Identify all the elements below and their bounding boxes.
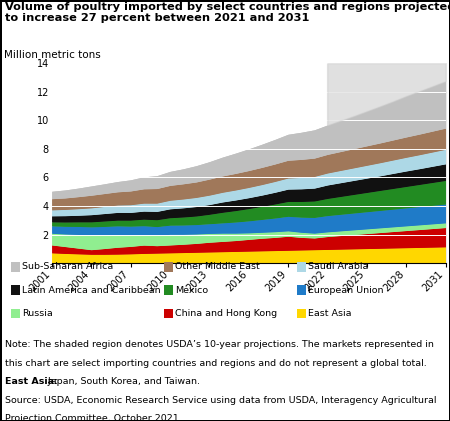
Text: East Asia:: East Asia: (5, 377, 58, 386)
Text: East Asia: East Asia (308, 309, 351, 318)
Text: Sub-Saharan Africa: Sub-Saharan Africa (22, 262, 113, 272)
Text: European Union: European Union (308, 285, 383, 295)
Text: Japan, South Korea, and Taiwan.: Japan, South Korea, and Taiwan. (45, 377, 200, 386)
Text: Volume of poultry imported by select countries and regions projected: Volume of poultry imported by select cou… (5, 2, 450, 12)
Text: Million metric tons: Million metric tons (4, 50, 101, 60)
Text: Russia: Russia (22, 309, 53, 318)
Text: this chart are select importing countries and regions and do not represent a glo: this chart are select importing countrie… (5, 359, 427, 368)
Text: China and Hong Kong: China and Hong Kong (175, 309, 277, 318)
Text: Projection Committee, October 2021.: Projection Committee, October 2021. (5, 414, 182, 421)
Text: Latin America and Caribbean: Latin America and Caribbean (22, 285, 161, 295)
Text: Note: The shaded region denotes USDA’s 10-year projections. The markets represen: Note: The shaded region denotes USDA’s 1… (5, 340, 434, 349)
Text: Source: USDA, Economic Research Service using data from USDA, Interagency Agricu: Source: USDA, Economic Research Service … (5, 396, 437, 405)
Text: to increase 27 percent between 2021 and 2031: to increase 27 percent between 2021 and … (5, 13, 310, 24)
Text: Other Middle East: Other Middle East (175, 262, 260, 272)
Text: Mexico: Mexico (175, 285, 208, 295)
Text: Saudi Arabia: Saudi Arabia (308, 262, 368, 272)
